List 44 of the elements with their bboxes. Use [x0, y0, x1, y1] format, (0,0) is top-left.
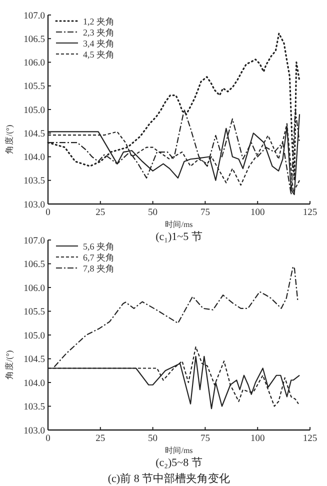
y-tick-label: 105.5: [24, 82, 46, 92]
x-tick-label: 75: [200, 208, 210, 218]
legend-label: 3,4 夹角: [83, 38, 114, 48]
x-tick-label: 25: [96, 434, 106, 444]
x-axis-title: 时间/ms: [165, 446, 193, 455]
x-tick-label: 50: [148, 208, 158, 218]
x-tick-label: 25: [96, 208, 106, 218]
y-axis-title: 角度/(°): [4, 350, 14, 380]
y-tick-label: 106.5: [24, 34, 46, 45]
legend-label: 4,5 夹角: [83, 50, 114, 60]
y-tick-label: 105.5: [24, 308, 46, 318]
legend-label: 5,6 夹角: [83, 242, 114, 252]
y-tick-label: 106.0: [24, 284, 46, 294]
y-tick-label: 107.0: [24, 236, 46, 246]
x-tick-label: 0: [46, 434, 51, 444]
y-tick-label: 103.5: [24, 176, 46, 187]
text: (c)前 8 节中部槽夹角变化: [108, 472, 230, 485]
x-axis-title: 时间/ms: [165, 220, 193, 229]
y-tick-label: 104.0: [24, 378, 46, 389]
text: (c₂)5~8 节: [156, 456, 202, 469]
y-tick-label: 105.0: [24, 106, 46, 116]
y-tick-label: 104.5: [24, 129, 46, 140]
x-tick-label: 0: [46, 208, 51, 218]
y-tick-label: 106.5: [24, 260, 46, 270]
y-tick-label: 103.0: [24, 426, 46, 436]
legend-label: 6,7 夹角: [83, 252, 114, 262]
legend-label: 7,8 夹角: [83, 264, 114, 274]
x-tick-label: 75: [200, 434, 210, 444]
x-tick-label: 100: [250, 434, 265, 444]
x-tick-label: 50: [148, 434, 158, 444]
y-tick-label: 105.0: [24, 331, 46, 342]
legend-label: 1,2 夹角: [83, 16, 114, 26]
x-tick-label: 125: [302, 208, 318, 218]
y-tick-label: 104.5: [24, 355, 46, 366]
y-tick-label: 106.0: [24, 58, 46, 69]
y-tick-label: 104.0: [24, 153, 46, 164]
y-axis-title: 角度/(°): [4, 124, 14, 154]
y-tick-label: 103.5: [24, 402, 46, 413]
x-tick-label: 100: [250, 208, 265, 218]
y-tick-label: 107.0: [24, 11, 46, 22]
legend-label: 2,3 夹角: [83, 28, 114, 38]
text: (c₁)1~5 节: [156, 230, 202, 243]
y-tick-label: 103.0: [24, 200, 46, 210]
x-tick-label: 125: [302, 434, 318, 444]
